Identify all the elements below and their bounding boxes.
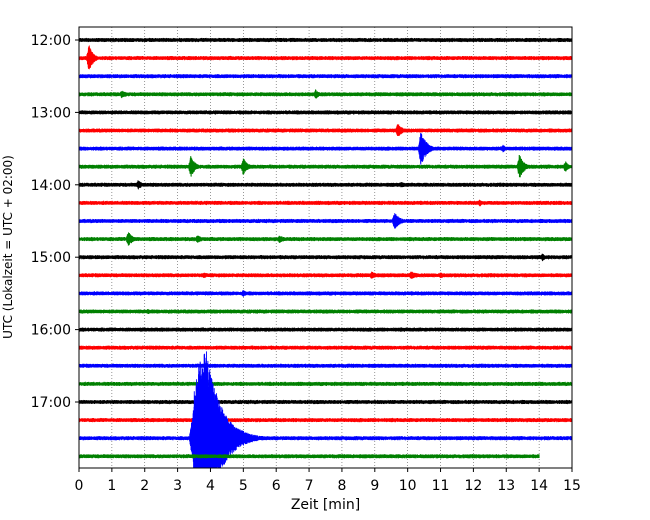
x-tick-label: 11: [432, 478, 450, 494]
seismic-trace-1615: [79, 345, 572, 350]
seismic-trace-1530: [79, 290, 572, 297]
x-tick-label: 4: [206, 478, 215, 494]
trace-layer: [79, 37, 572, 468]
x-tick-label: 15: [563, 478, 581, 494]
x-tick-label: 8: [337, 478, 346, 494]
seismic-trace-1715: [79, 417, 572, 423]
x-tick-label: 1: [107, 478, 116, 494]
seismic-trace-1515: [79, 271, 572, 279]
seismic-trace-1700: [79, 399, 572, 405]
seismic-trace-1230: [79, 73, 572, 79]
seismic-trace-1600: [79, 327, 572, 332]
seismic-trace-1245: [79, 89, 572, 99]
seismic-trace-1645: [79, 381, 572, 387]
x-axis: 0 1 2 3 4 5 6 7 8 9 10 11 12 13 14 15: [75, 468, 581, 494]
seismic-trace-1415: [79, 199, 572, 207]
y-tick-label: 15:00: [31, 250, 71, 266]
x-tick-label: 12: [464, 478, 482, 494]
seismic-trace-1200: [79, 37, 572, 43]
seismic-trace-1545: [79, 309, 572, 314]
y-tick-label: 14:00: [31, 178, 71, 194]
x-tick-label: 9: [370, 478, 379, 494]
x-tick-label: 6: [272, 478, 281, 494]
x-tick-label: 2: [140, 478, 149, 494]
plot-frame: [78, 26, 573, 469]
seismic-trace-1400: [79, 180, 572, 190]
x-tick-label: 0: [75, 478, 84, 494]
seismic-trace-1500: [79, 253, 572, 262]
x-tick-label: 5: [239, 478, 248, 494]
y-axis-label: UTC (Lokalzeit = UTC + 02:00): [1, 155, 15, 339]
seismic-trace-1345: [79, 154, 572, 178]
seismic-trace-1630: [79, 363, 572, 368]
seismic-trace-1745: [79, 454, 540, 459]
x-axis-label: Zeit [min]: [291, 497, 360, 513]
y-tick-label: 13:00: [31, 105, 71, 121]
x-tick-label: 10: [399, 478, 417, 494]
y-tick-label: 17:00: [31, 395, 71, 411]
x-tick-label: 3: [173, 478, 182, 494]
x-tick-label: 13: [497, 478, 515, 494]
seismic-trace-1445: [79, 232, 572, 246]
seismic-trace-1300: [79, 110, 572, 115]
seismic-trace-1330: [79, 133, 572, 165]
y-tick-label: 16:00: [31, 323, 71, 339]
seismic-trace-1430: [79, 213, 572, 229]
y-tick-label: 12:00: [31, 33, 71, 49]
y-axis: 12:00 13:00 14:00 15:00 16:00 17:00: [31, 33, 79, 411]
seismic-trace-1315: [79, 124, 572, 137]
x-tick-label: 14: [530, 478, 548, 494]
x-tick-label: 7: [305, 478, 314, 494]
seismic-trace-1215: [79, 45, 572, 70]
seismic-trace-1730: [79, 351, 572, 468]
